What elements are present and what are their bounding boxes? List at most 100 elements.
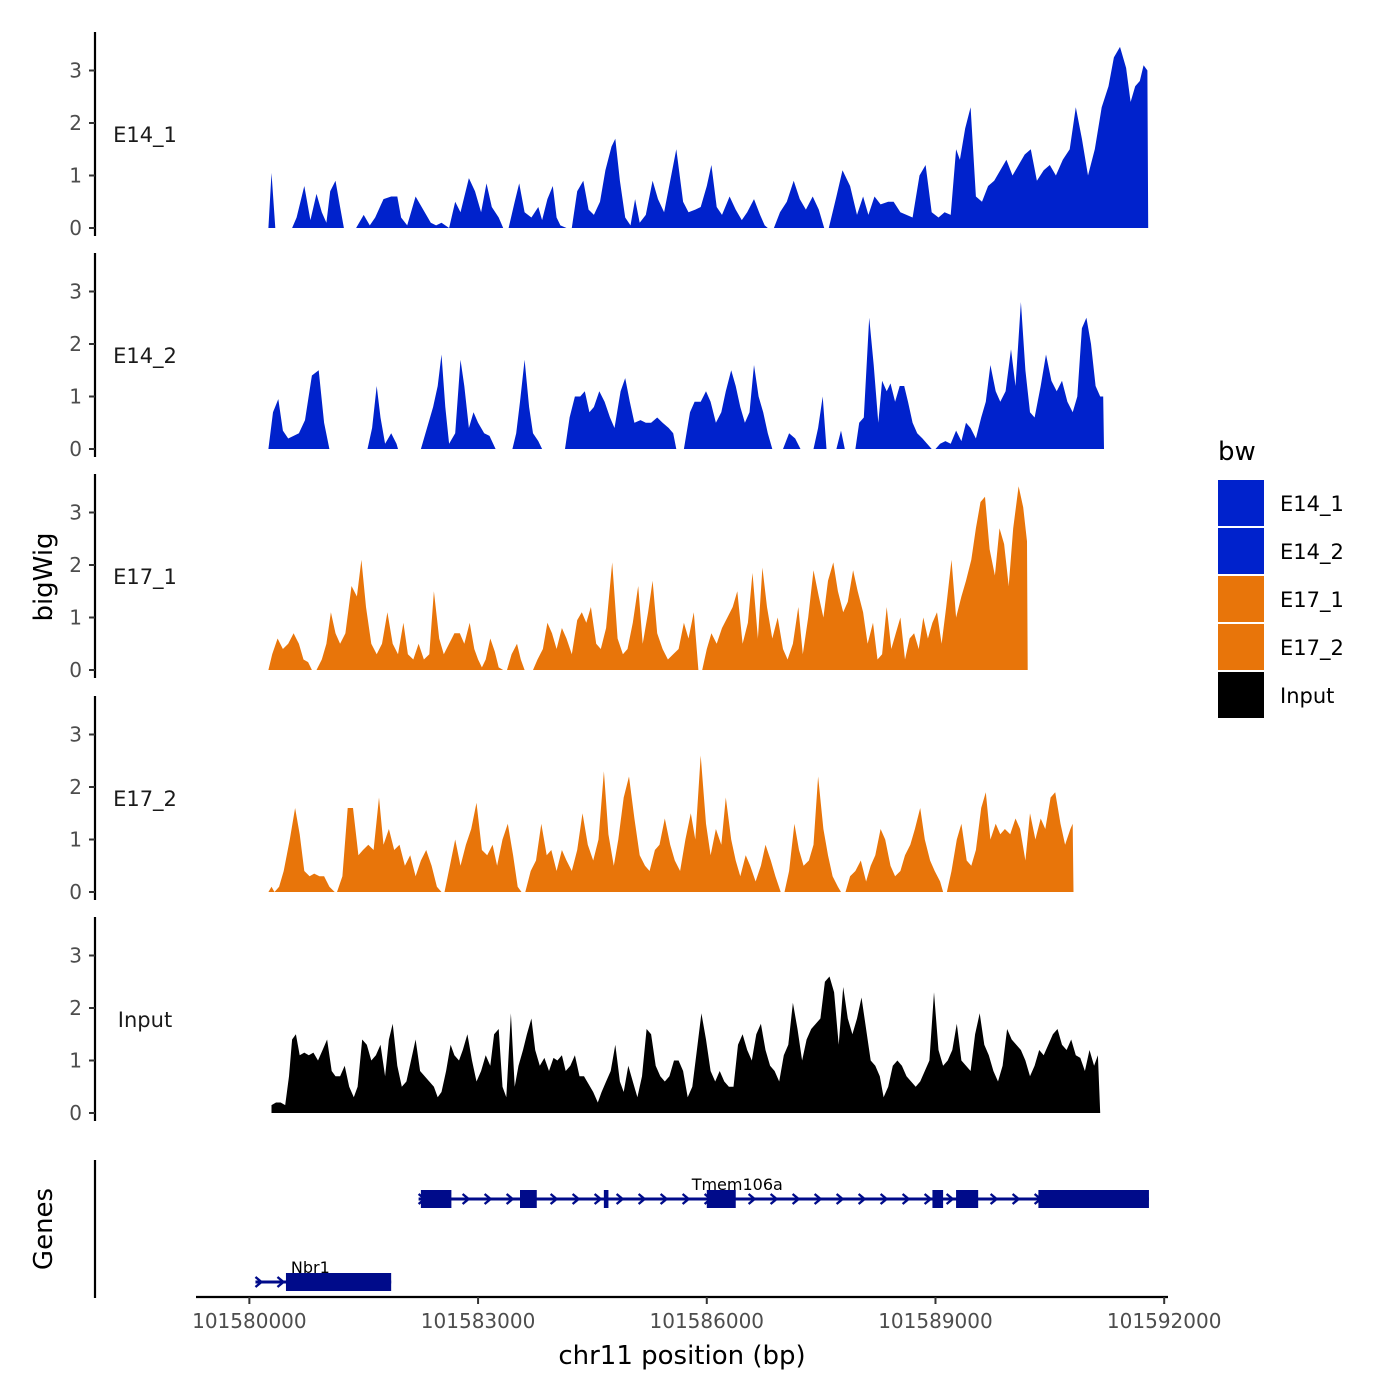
strand-arrow (747, 1193, 757, 1205)
legend-title: bw (1218, 437, 1256, 467)
y-tick-label: 2 (69, 332, 82, 356)
legend-label: E17_2 (1280, 636, 1344, 661)
strand-arrow (989, 1193, 999, 1205)
genes-panel-title: Genes (29, 1188, 59, 1270)
legend-item: Input (1218, 672, 1334, 718)
y-tick-label: 1 (69, 385, 82, 409)
legend-label: E14_1 (1280, 492, 1344, 517)
y-tick-label: 3 (69, 723, 82, 747)
strand-arrow (593, 1193, 603, 1205)
strand-arrow (571, 1193, 581, 1205)
y-tick-label: 1 (69, 1049, 82, 1073)
strand-arrow (901, 1193, 911, 1205)
legend-key (1218, 528, 1264, 574)
exon (520, 1190, 537, 1208)
strand-arrow (945, 1193, 955, 1205)
y-tick-label: 0 (69, 1101, 82, 1125)
coverage-tracks: 0 1 2 3 E14_1 0 1 2 3 E14_2 0 1 2 3 E17_1 0 1 2 3 E17_2 0 1 2 3… (69, 32, 1149, 1125)
strand-arrow (857, 1193, 867, 1205)
coverage-area-e14-2 (268, 302, 1104, 449)
x-tick-label: 101583000 (421, 1309, 536, 1333)
y-axis-title: bigWig (29, 532, 59, 621)
x-axis: 101580000 101583000 101586000 101589000 1015… (192, 1295, 1222, 1333)
y-tick-label: 0 (69, 658, 82, 682)
legend: bw E14_1 E14_2 E17_1 E17_2 Input (1218, 437, 1344, 718)
track-label: E14_1 (113, 123, 177, 148)
y-tick-label: 2 (69, 996, 82, 1020)
y-tick-label: 2 (69, 553, 82, 577)
y-tick-label: 3 (69, 944, 82, 968)
y-tick-label: 1 (69, 828, 82, 852)
exon (956, 1190, 979, 1208)
y-tick-label: 3 (69, 280, 82, 304)
track-e14-2: 0 1 2 3 E14_2 (69, 253, 1104, 461)
strand-arrow (461, 1193, 471, 1205)
strand-arrow (769, 1193, 779, 1205)
y-tick-label: 1 (69, 164, 82, 188)
track-label: E17_2 (113, 787, 177, 812)
strand-arrow (615, 1193, 625, 1205)
strand-arrow (813, 1193, 823, 1205)
strand-arrow (791, 1193, 801, 1205)
gene-tmem106a: Tmem106a (417, 1175, 1149, 1208)
y-tick-label: 3 (69, 59, 82, 83)
x-axis-title: chr11 position (bp) (558, 1341, 805, 1371)
legend-label: Input (1280, 684, 1334, 708)
exon (285, 1273, 392, 1291)
strand-arrow (637, 1193, 647, 1205)
exon (706, 1190, 736, 1208)
strand-arrow (549, 1193, 559, 1205)
legend-item: E14_1 (1218, 480, 1344, 526)
coverage-area-input (271, 976, 1101, 1113)
legend-item: E17_1 (1218, 576, 1344, 622)
y-tick-label: 1 (69, 606, 82, 630)
exon (1038, 1190, 1149, 1208)
x-tick-label: 101580000 (192, 1309, 307, 1333)
exon (603, 1190, 609, 1208)
track-label: E14_2 (113, 344, 177, 369)
legend-key (1218, 672, 1264, 718)
legend-key (1218, 576, 1264, 622)
track-input: 0 1 2 3 Input (69, 917, 1101, 1125)
strand-arrow (879, 1193, 889, 1205)
strand-arrow (505, 1193, 515, 1205)
track-label: Input (118, 1008, 172, 1032)
strand-arrow (659, 1193, 669, 1205)
genes-panel: Tmem106a Nbr1 (93, 1160, 1149, 1298)
strand-arrow (923, 1193, 933, 1205)
legend-key (1218, 624, 1264, 670)
strand-arrow (276, 1276, 286, 1288)
y-tick-label: 2 (69, 775, 82, 799)
y-tick-label: 0 (69, 437, 82, 461)
coverage-area-e17-1 (268, 486, 1028, 670)
strand-arrow (835, 1193, 845, 1205)
track-e17-2: 0 1 2 3 E17_2 (69, 696, 1074, 904)
legend-label: E17_1 (1280, 588, 1344, 613)
legend-item: E17_2 (1218, 624, 1344, 670)
coverage-area-e17-2 (268, 755, 1074, 892)
exon (420, 1190, 452, 1208)
track-label: E17_1 (113, 565, 177, 590)
track-e17-1: 0 1 2 3 E17_1 (69, 474, 1028, 682)
coverage-area-e14-1 (268, 46, 1149, 229)
strand-arrow (681, 1193, 691, 1205)
exon (932, 1190, 944, 1208)
strand-arrow (483, 1193, 493, 1205)
x-tick-label: 101586000 (650, 1309, 765, 1333)
legend-item: E14_2 (1218, 528, 1344, 574)
gene-nbr1: Nbr1 (254, 1258, 392, 1291)
legend-key (1218, 480, 1264, 526)
gene-label: Tmem106a (691, 1175, 783, 1194)
y-tick-label: 0 (69, 216, 82, 240)
x-tick-label: 101592000 (1107, 1309, 1222, 1333)
strand-arrow (1011, 1193, 1021, 1205)
x-tick-label: 101589000 (878, 1309, 993, 1333)
gene-label: Nbr1 (291, 1258, 330, 1277)
y-tick-label: 2 (69, 111, 82, 135)
strand-arrow (254, 1276, 264, 1288)
y-tick-label: 0 (69, 880, 82, 904)
legend-label: E14_2 (1280, 540, 1344, 565)
track-e14-1: 0 1 2 3 E14_1 (69, 32, 1149, 240)
y-tick-label: 3 (69, 501, 82, 525)
